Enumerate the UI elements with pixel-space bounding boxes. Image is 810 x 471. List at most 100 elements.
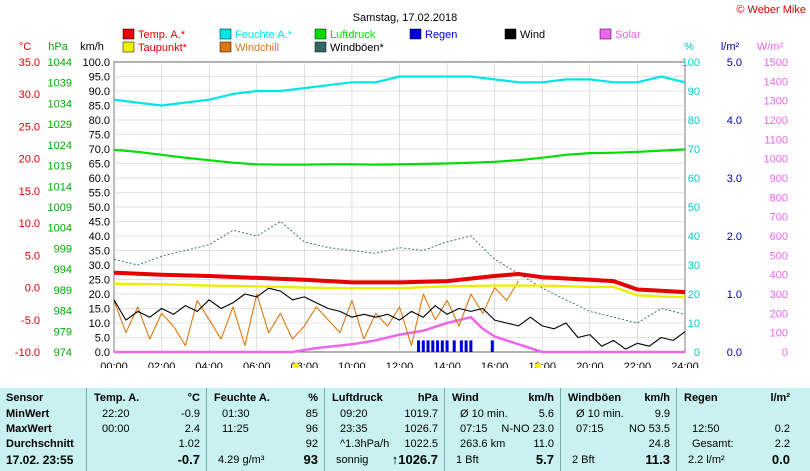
copyright-label: © Weber Mike <box>736 4 806 16</box>
data-series <box>113 75 686 354</box>
rain-bar <box>417 340 421 352</box>
speed-tick-label: 35.0 <box>89 246 110 258</box>
speed-tick-label: 25.0 <box>89 275 110 287</box>
solar-tick-label: 1400 <box>764 76 788 88</box>
legend-swatch <box>219 41 232 53</box>
speed-tick-label: 5.0 <box>95 333 110 345</box>
temp-tick-label: 30.0 <box>19 89 40 101</box>
time-tick-label: 10:00 <box>338 361 366 368</box>
pressure-tick-label: 984 <box>54 306 72 318</box>
solar-tick-label: 500 <box>770 250 788 262</box>
series-line-wind <box>113 287 686 350</box>
humidity-tick-label: 50 <box>688 202 700 214</box>
pressure-tick-label: 1029 <box>48 119 72 131</box>
humidity-tick-label: 0 <box>694 347 700 359</box>
legend-label: Solar <box>615 29 641 41</box>
pressure-tick-label: 1034 <box>48 98 72 110</box>
stat-unit-windboeen: km/h <box>644 392 670 404</box>
rain-bar <box>464 340 468 352</box>
stat-label-regen: 12:50 <box>692 423 720 435</box>
rain-tick-label: 1.0 <box>727 289 742 301</box>
pressure-tick-label: 1019 <box>48 161 72 173</box>
time-tick-label: 24:00 <box>671 361 699 368</box>
stat-current-regen: 0.0 <box>771 452 790 467</box>
stat-row-label: Durchschnitt <box>6 438 74 450</box>
stat-value-wind: 5.6 <box>538 408 554 420</box>
pressure-tick-label: 974 <box>54 347 72 359</box>
speed-tick-label: 55.0 <box>89 188 110 200</box>
temp-tick-label: 35.0 <box>19 57 40 69</box>
pressure-tick-label: 994 <box>54 264 72 276</box>
temp-tick-label: 0.0 <box>25 283 40 295</box>
solar-tick-label: 900 <box>770 173 788 185</box>
stat-header-windboeen: Windböen <box>568 392 622 404</box>
time-tick-label: 18:00 <box>528 361 556 368</box>
stat-value-luftdruck: 1026.7 <box>404 423 438 435</box>
time-tick-label: 02:00 <box>148 361 176 368</box>
series-line-temp-a <box>113 270 686 295</box>
rain-bar <box>431 340 435 352</box>
humidity-tick-label: 70 <box>688 144 700 156</box>
humidity-tick-label: 60 <box>688 173 700 185</box>
humidity-tick-label: 10 <box>688 318 700 330</box>
pressure-tick-label: 1044 <box>48 57 72 69</box>
pressure-tick-label: 1024 <box>48 140 72 152</box>
stat-current-luftdruck: ↑1026.7 <box>391 452 438 467</box>
temp-tick-label: 25.0 <box>19 121 40 133</box>
rain-bar <box>436 340 440 352</box>
speed-tick-label: 95.0 <box>89 72 110 84</box>
stat-unit-temp: °C <box>187 392 200 404</box>
speed-tick-label: 60.0 <box>89 173 110 185</box>
weather-chart: Samstag, 17.02.2018 © Weber Mike Temp. A… <box>15 4 806 368</box>
time-tick-label: 06:00 <box>243 361 271 368</box>
speed-tick-label: 30.0 <box>89 260 110 272</box>
stat-value-windboeen: 24.8 <box>648 438 670 450</box>
legend-swatch <box>122 28 135 40</box>
stat-label-regen: Gesamt: <box>692 438 734 450</box>
stat-label-windboeen: 07:15 <box>576 423 604 435</box>
stat-label-luftdruck: ^1.3hPa/h <box>340 438 390 450</box>
legend-label: Feuchte A.* <box>235 29 293 41</box>
time-tick-label: 04:00 <box>195 361 223 368</box>
stat-label-wind: Ø 10 min. <box>460 408 508 420</box>
stat-extra-wind: 1 Bft <box>456 454 479 466</box>
stat-value-feuchte: 96 <box>305 423 318 435</box>
temp-tick-label: -10.0 <box>15 347 40 359</box>
stat-row-label: MinWert <box>6 408 50 420</box>
series-line-luftdruck <box>113 148 686 166</box>
stat-header-wind: Wind <box>452 392 479 404</box>
stat-header-temp: Temp. A. <box>94 392 140 404</box>
solar-tick-label: 0 <box>782 347 788 359</box>
solar-tick-label: 1200 <box>764 115 788 127</box>
stat-header-sensor: Sensor <box>6 392 44 404</box>
series-line-windchill <box>113 280 519 347</box>
legend-swatch <box>314 28 327 40</box>
time-tick-label: 16:00 <box>481 361 509 368</box>
rain-bar <box>440 340 444 352</box>
solar-tick-label: 800 <box>770 192 788 204</box>
stat-header-feuchte: Feuchte A. <box>214 392 270 404</box>
speed-tick-label: 75.0 <box>89 130 110 142</box>
stat-extra-windboeen: 2 Bft <box>572 454 595 466</box>
rain-tick-label: 4.0 <box>727 115 742 127</box>
solar-tick-label: 1100 <box>764 134 788 146</box>
stat-current-temp: -0.7 <box>177 452 200 467</box>
stat-unit-wind: km/h <box>528 392 554 404</box>
humidity-tick-label: 80 <box>688 115 700 127</box>
temp-tick-label: -5.0 <box>21 315 40 327</box>
rain-tick-label: 0.0 <box>727 347 742 359</box>
statistics-table: Sensor MinWert MaxWert Durchschnitt 17.02. 2… <box>0 388 810 471</box>
stat-current-feuchte: 93 <box>303 452 318 467</box>
legend-label: Temp. A.* <box>138 29 186 41</box>
rain-bar <box>469 340 473 352</box>
pressure-tick-label: 999 <box>54 243 72 255</box>
time-tick-label: 20:00 <box>576 361 604 368</box>
stat-value-windboeen: NO 53.5 <box>629 423 670 435</box>
stat-current-wind: 5.7 <box>535 452 554 467</box>
temp-tick-label: 20.0 <box>19 154 40 166</box>
stat-value-temp: 1.02 <box>178 438 200 450</box>
legend-swatch <box>122 41 135 53</box>
speed-tick-label: 70.0 <box>89 144 110 156</box>
humidity-tick-label: 30 <box>688 260 700 272</box>
rain-axis-unit: l/m² <box>721 41 740 53</box>
